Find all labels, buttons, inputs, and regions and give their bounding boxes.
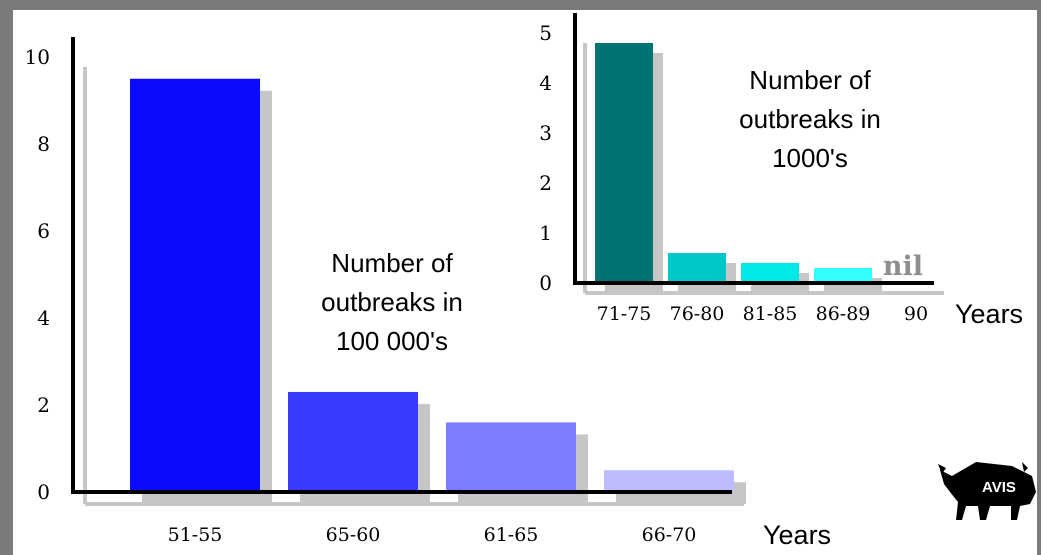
x-tick-label: 71-75 (597, 303, 652, 325)
avis-logo-text: AVIS (982, 479, 1016, 496)
y-tick-label: 8 (37, 132, 50, 156)
x-tick-label: 90 (904, 303, 928, 325)
x-tick-label: 76-80 (670, 303, 725, 325)
x-tick-label: 86-89 (816, 303, 871, 325)
bar (130, 78, 260, 492)
x-tick-label: 51-55 (168, 524, 223, 546)
chart-annotation-line: 100 000's (336, 326, 448, 356)
chart-annotation-line: Number of (331, 248, 453, 278)
nil-label: nil (883, 251, 923, 282)
y-tick-label: 5 (539, 21, 552, 45)
avis-logo: AVIS (938, 462, 1036, 520)
y-tick-label: 2 (539, 171, 552, 195)
y-tick-label: 0 (37, 480, 50, 504)
frame-top-border (0, 0, 1041, 10)
chart-annotation-line: outbreaks in (321, 287, 463, 317)
bar (741, 263, 799, 283)
y-tick-label: 6 (37, 219, 50, 243)
chart-annotation-line: Number of (749, 65, 871, 95)
y-tick-label: 4 (539, 71, 552, 95)
chart-annotation-line: outbreaks in (739, 104, 881, 134)
x-tick-label: 81-85 (743, 303, 798, 325)
x-tick-label: 66-70 (642, 524, 697, 546)
chart-annotation-line: 1000's (772, 143, 848, 173)
y-tick-label: 1 (539, 221, 552, 245)
x-axis-label: Years (763, 520, 831, 550)
frame-left-border (0, 0, 13, 555)
bar (595, 43, 653, 283)
frame-right-border (1037, 0, 1041, 555)
bar (446, 422, 576, 492)
bar (288, 391, 418, 492)
y-tick-label: 3 (539, 121, 552, 145)
y-tick-label: 0 (539, 271, 552, 295)
y-tick-label: 2 (37, 393, 50, 417)
inset-chart: 0 1 2 3 4 5 71-75 76-80 81-85 86-89 90 Years Number … (539, 13, 1023, 329)
bar (668, 253, 726, 283)
x-tick-label: 61-65 (484, 524, 539, 546)
bar (604, 470, 734, 492)
bar (814, 268, 872, 283)
y-tick-label: 10 (25, 45, 50, 69)
bison-icon (938, 462, 1036, 520)
x-tick-label: 65-60 (326, 524, 381, 546)
x-axis-label: Years (955, 299, 1023, 329)
y-tick-label: 4 (37, 306, 50, 330)
